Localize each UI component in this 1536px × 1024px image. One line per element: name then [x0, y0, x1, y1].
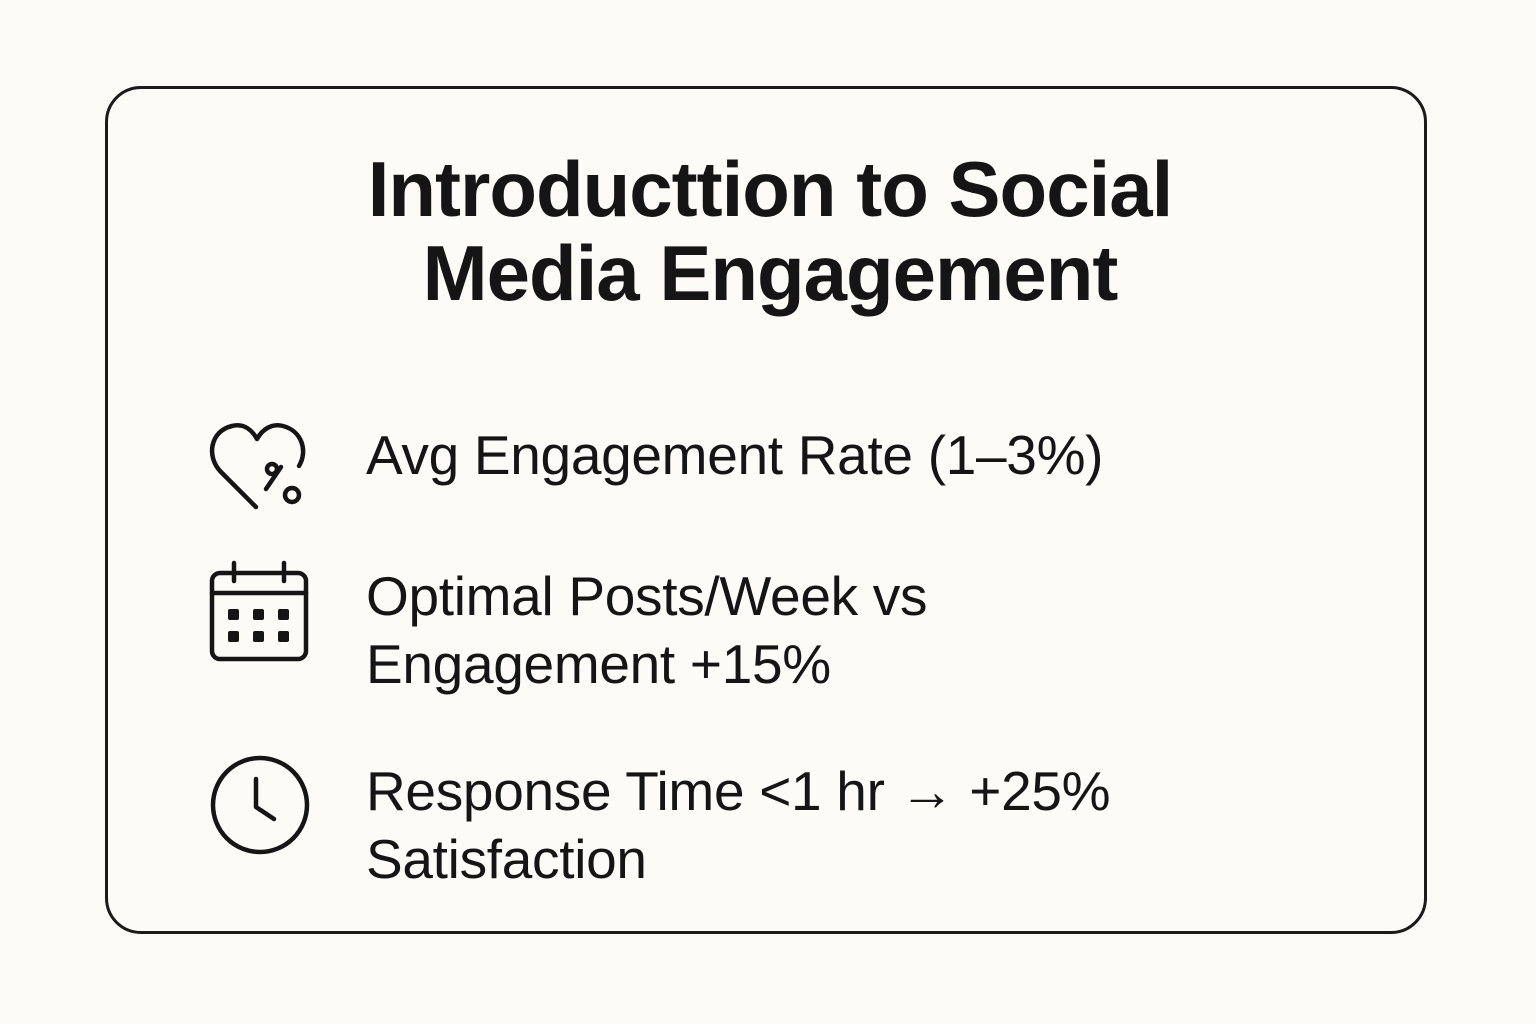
stat-label-engagement-rate: Avg Engagement Rate (1–3%) — [366, 421, 1104, 489]
stat-label-line: Avg Engagement Rate (1–3%) — [366, 424, 1104, 486]
stat-label-posts-per-week: Optimal Posts/Week vs Engagement +15% — [366, 562, 927, 698]
stat-label-line: Satisfaction — [366, 828, 647, 890]
heart-percent-icon — [204, 411, 316, 523]
stat-label-line: Optimal Posts/Week vs — [366, 565, 928, 627]
card-title-line-1: Introducttion to Social — [367, 145, 1174, 233]
stat-label-line: Engagement +15% — [366, 633, 831, 695]
stat-label-response-time: Response Time <1 hr → +25% Satisfaction — [366, 757, 1111, 893]
stat-label-line: Response Time <1 hr → +25% — [366, 760, 1111, 822]
clock-icon — [204, 749, 316, 861]
card-title-line-2: Media Engagement — [422, 229, 1119, 318]
card-title: Introducttion to Social Media Engagement — [108, 145, 1424, 318]
calendar-icon — [204, 559, 316, 671]
info-card: Introducttion to Social Media Engagement… — [105, 86, 1427, 934]
